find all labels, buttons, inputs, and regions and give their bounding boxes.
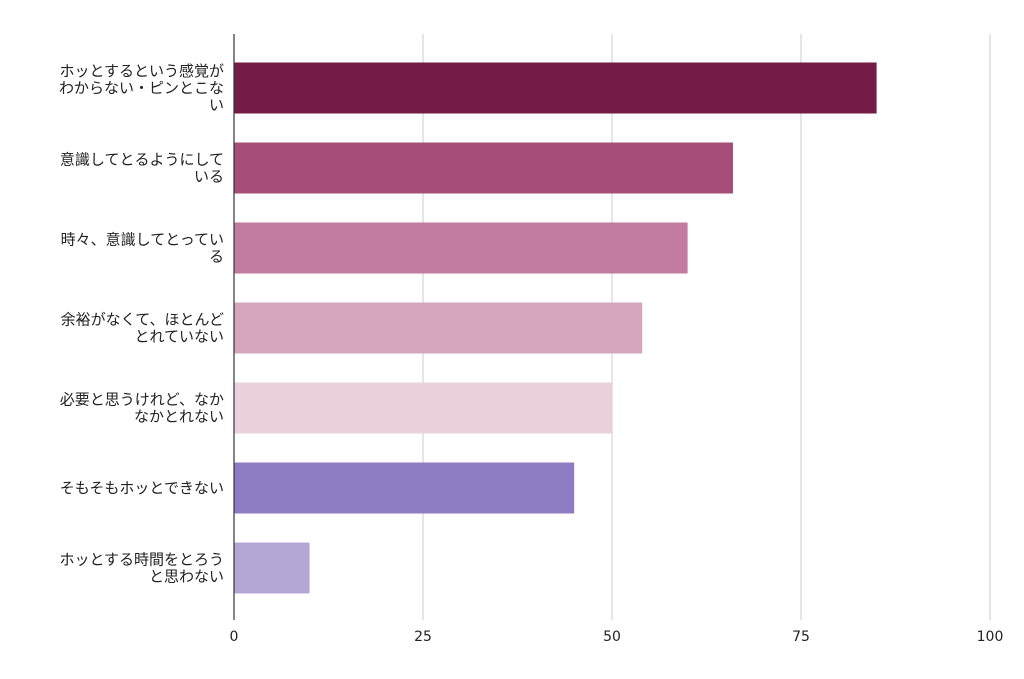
- category-label: 必要と思うけれど、なか: [60, 391, 224, 409]
- bar: [234, 222, 688, 274]
- category-label: い: [209, 96, 224, 114]
- x-tick-label: 25: [414, 629, 432, 645]
- category-label: そもそもホッとできない: [60, 479, 224, 497]
- category-label: とれていない: [134, 328, 224, 346]
- bar: [234, 142, 733, 194]
- category-label: いる: [194, 168, 224, 186]
- category-label: ホッとする時間をとろう: [59, 551, 224, 569]
- bar: [234, 462, 575, 514]
- x-tick-label: 0: [230, 629, 239, 645]
- category-label: なかとれない: [134, 408, 224, 426]
- category-label: る: [209, 248, 224, 266]
- bar: [234, 542, 310, 594]
- bar: [234, 62, 877, 114]
- category-labels: ホッとするという感覚がわからない・ピンとこない意識してとるようにしている時々、意…: [59, 62, 224, 586]
- x-tick-label: 50: [603, 629, 621, 645]
- bar: [234, 382, 612, 434]
- category-label: と思わない: [149, 568, 224, 586]
- x-tick-label: 75: [792, 629, 810, 645]
- x-tick-labels: 0 25 50 75 100: [230, 629, 1004, 645]
- bar: [234, 302, 643, 354]
- x-tick-label: 100: [977, 629, 1004, 645]
- category-label: わからない・ピンとこな: [59, 79, 224, 97]
- category-label: ホッとするという感覚が: [59, 62, 224, 80]
- category-label: 余裕がなくて、ほとんど: [61, 311, 224, 329]
- category-label: 時々、意識してとってい: [61, 231, 224, 249]
- bars: [234, 62, 877, 594]
- category-label: 意識してとるようにして: [60, 151, 224, 169]
